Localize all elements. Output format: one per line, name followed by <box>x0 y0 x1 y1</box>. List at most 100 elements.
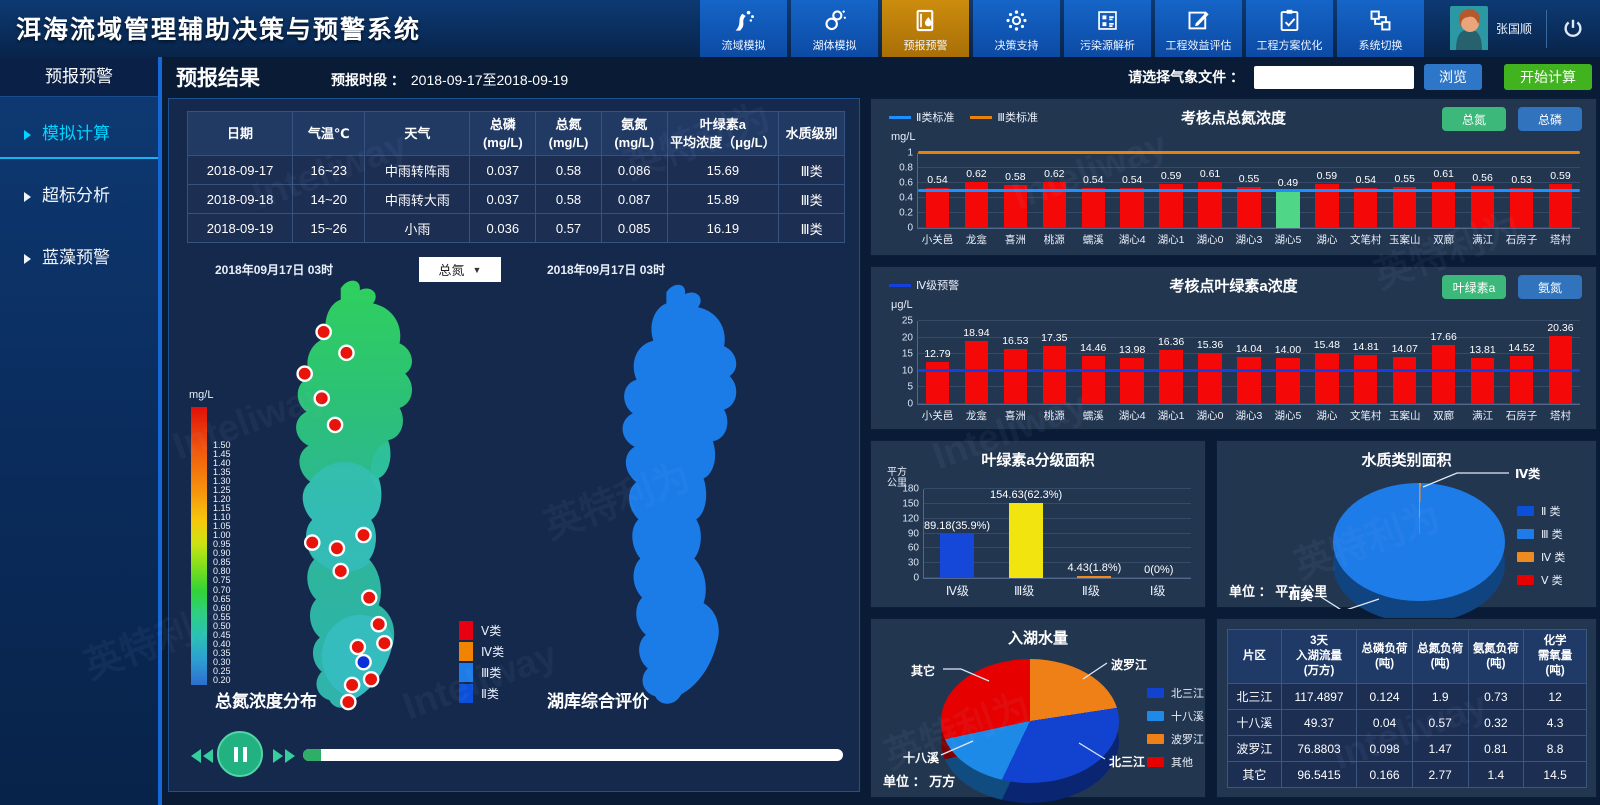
scale-tick-label: 0.90 <box>213 548 231 559</box>
station-marker[interactable] <box>362 670 380 688</box>
nav-benefit-evaluation[interactable]: 工程效益评估 <box>1155 0 1242 57</box>
evaluation-map[interactable] <box>577 275 819 721</box>
nav-pollution-analysis[interactable]: 污染源解析 <box>1064 0 1151 57</box>
sidebar: 预报预警 模拟计算 超标分析 蓝藻预警 <box>0 57 162 805</box>
tp-button[interactable]: 总磷 <box>1518 107 1582 131</box>
bar-value-label: 89.18(35.9%) <box>924 519 991 532</box>
chla-button[interactable]: 叶绿素a <box>1442 275 1506 299</box>
x-axis-labels: 小关邑 龙龛 喜洲 桃源 蠕溪 湖心4 湖心1 湖心0 湖心3 湖心5 湖心 文笔村 玉案山 双廊 满江 石房… <box>918 232 1580 247</box>
avatar[interactable] <box>1450 5 1488 52</box>
station-marker[interactable] <box>338 344 355 362</box>
station-marker[interactable] <box>349 638 367 656</box>
weather-file-input[interactable] <box>1254 65 1414 89</box>
bar-column: 0.54 <box>1113 153 1152 228</box>
scale-tick-label: 1.35 <box>213 467 231 478</box>
sidebar-item-algae[interactable]: 蓝藻预警 <box>0 233 158 283</box>
skip-forward-button[interactable] <box>271 747 297 770</box>
bar-column: 17.35 <box>1035 321 1074 404</box>
bar <box>964 341 989 404</box>
panel-chla-concentration: Ⅳ级预警 考核点叶绿素a浓度 叶绿素a 氨氮 μg/L 0 5 10 15 20 25 12… <box>870 266 1597 430</box>
station-marker[interactable] <box>370 615 387 633</box>
callout-label: 其它 <box>911 664 936 678</box>
scale-tick-label: 1.00 <box>213 530 231 541</box>
grid-list-icon <box>1094 5 1121 35</box>
bar-value-label: 0.49 <box>1277 177 1299 190</box>
station-marker[interactable] <box>376 634 393 652</box>
bar-value-label: 16.36 <box>1157 335 1185 348</box>
station-marker[interactable] <box>296 365 313 382</box>
header-cell: 片区 <box>1227 629 1282 684</box>
x-tick-label: 湖心4 <box>1118 234 1146 246</box>
bar <box>1509 355 1534 404</box>
y-tick-label: 0.4 <box>899 192 913 204</box>
browse-button[interactable]: 浏览 <box>1424 64 1482 90</box>
sidebar-item-exceedance[interactable]: 超标分析 <box>0 171 158 221</box>
bar-value-label: 0.54 <box>1355 173 1376 186</box>
scale-tick-label: 0.80 <box>213 566 231 577</box>
station-marker[interactable] <box>313 390 331 407</box>
table-cell: 0.085 <box>600 213 668 243</box>
legend-label: 十八溪 <box>1171 711 1204 723</box>
x-tick-label: 湖心4 <box>1118 410 1146 422</box>
reference-line <box>918 188 1580 192</box>
nh3-button[interactable]: 氨氮 <box>1518 275 1582 299</box>
inflow-pie[interactable] <box>941 659 1119 805</box>
start-calc-button[interactable]: 开始计算 <box>1504 64 1592 90</box>
pause-button[interactable] <box>217 731 263 777</box>
legend-label: Ⅳ类 <box>481 645 505 659</box>
scale-tick-label: 0.60 <box>213 602 231 613</box>
reference-line <box>918 368 1580 372</box>
scale-tick-label: 1.25 <box>213 485 231 496</box>
quality-pie[interactable] <box>1333 483 1505 625</box>
chevron-down-icon: ▼ <box>472 264 482 275</box>
timeline-progress-bar[interactable] <box>303 749 843 761</box>
power-icon[interactable] <box>1560 16 1586 42</box>
x-tick-label: Ⅲ级 <box>1013 584 1035 598</box>
station-marker[interactable] <box>360 589 378 606</box>
nav-watershed-sim[interactable]: 流域模拟 <box>700 0 787 57</box>
nav-forecast-warning[interactable]: 预报预警 <box>882 0 969 57</box>
y-tick-label: 0 <box>913 572 919 584</box>
bar-value-label: 18.94 <box>963 327 990 340</box>
bar <box>1081 187 1105 228</box>
gridline <box>924 488 1191 489</box>
skip-back-button[interactable] <box>189 747 215 770</box>
tn-button[interactable]: 总氮 <box>1442 107 1506 131</box>
gridline <box>924 547 1191 549</box>
bar <box>1393 186 1417 228</box>
station-marker[interactable] <box>340 693 357 711</box>
table-cell: 1.9 <box>1411 683 1469 710</box>
bar <box>964 181 989 228</box>
sidebar-item-simulation[interactable]: 模拟计算 <box>0 109 158 159</box>
y-axis-unit: mg/L <box>891 131 916 143</box>
station-marker[interactable] <box>355 526 372 544</box>
station-marker[interactable] <box>343 676 361 694</box>
nav-lake-sim[interactable]: 湖体模拟 <box>791 0 878 57</box>
station-marker[interactable] <box>355 653 372 671</box>
table-cell: 0.166 <box>1356 761 1413 788</box>
triangle-icon <box>24 254 31 264</box>
legend-swatch <box>889 283 911 287</box>
y-axis-unit: 平方 公里 <box>887 467 907 489</box>
legend-swatch <box>1517 529 1534 539</box>
legend-item: Ⅴ 类 <box>1517 572 1565 588</box>
nav-decision-support[interactable]: 决策支持 <box>973 0 1060 57</box>
nav-label: 决策支持 <box>994 40 1039 52</box>
nav-system-switch[interactable]: 系统切换 <box>1337 0 1424 57</box>
bar <box>1548 183 1573 228</box>
table-cell: 15~26 <box>292 213 366 243</box>
station-marker[interactable] <box>328 539 346 557</box>
bar-value-label: 14.04 <box>1235 343 1263 356</box>
callout-label: 波罗江 <box>1111 658 1148 672</box>
station-marker[interactable] <box>315 323 332 341</box>
station-marker[interactable] <box>326 416 344 434</box>
nav-plan-optimization[interactable]: 工程方案优化 <box>1246 0 1333 57</box>
bar <box>925 187 950 228</box>
map-parameter-dropdown[interactable]: 总氮 ▼ <box>419 257 501 282</box>
concentration-map[interactable] <box>249 275 497 721</box>
station-marker[interactable] <box>303 534 321 551</box>
table-cell: 117.4897 <box>1280 683 1358 710</box>
station-marker[interactable] <box>332 562 350 580</box>
x-tick-label: 桃源 <box>1043 410 1065 422</box>
x-tick-label: 湖心 <box>1316 410 1338 422</box>
